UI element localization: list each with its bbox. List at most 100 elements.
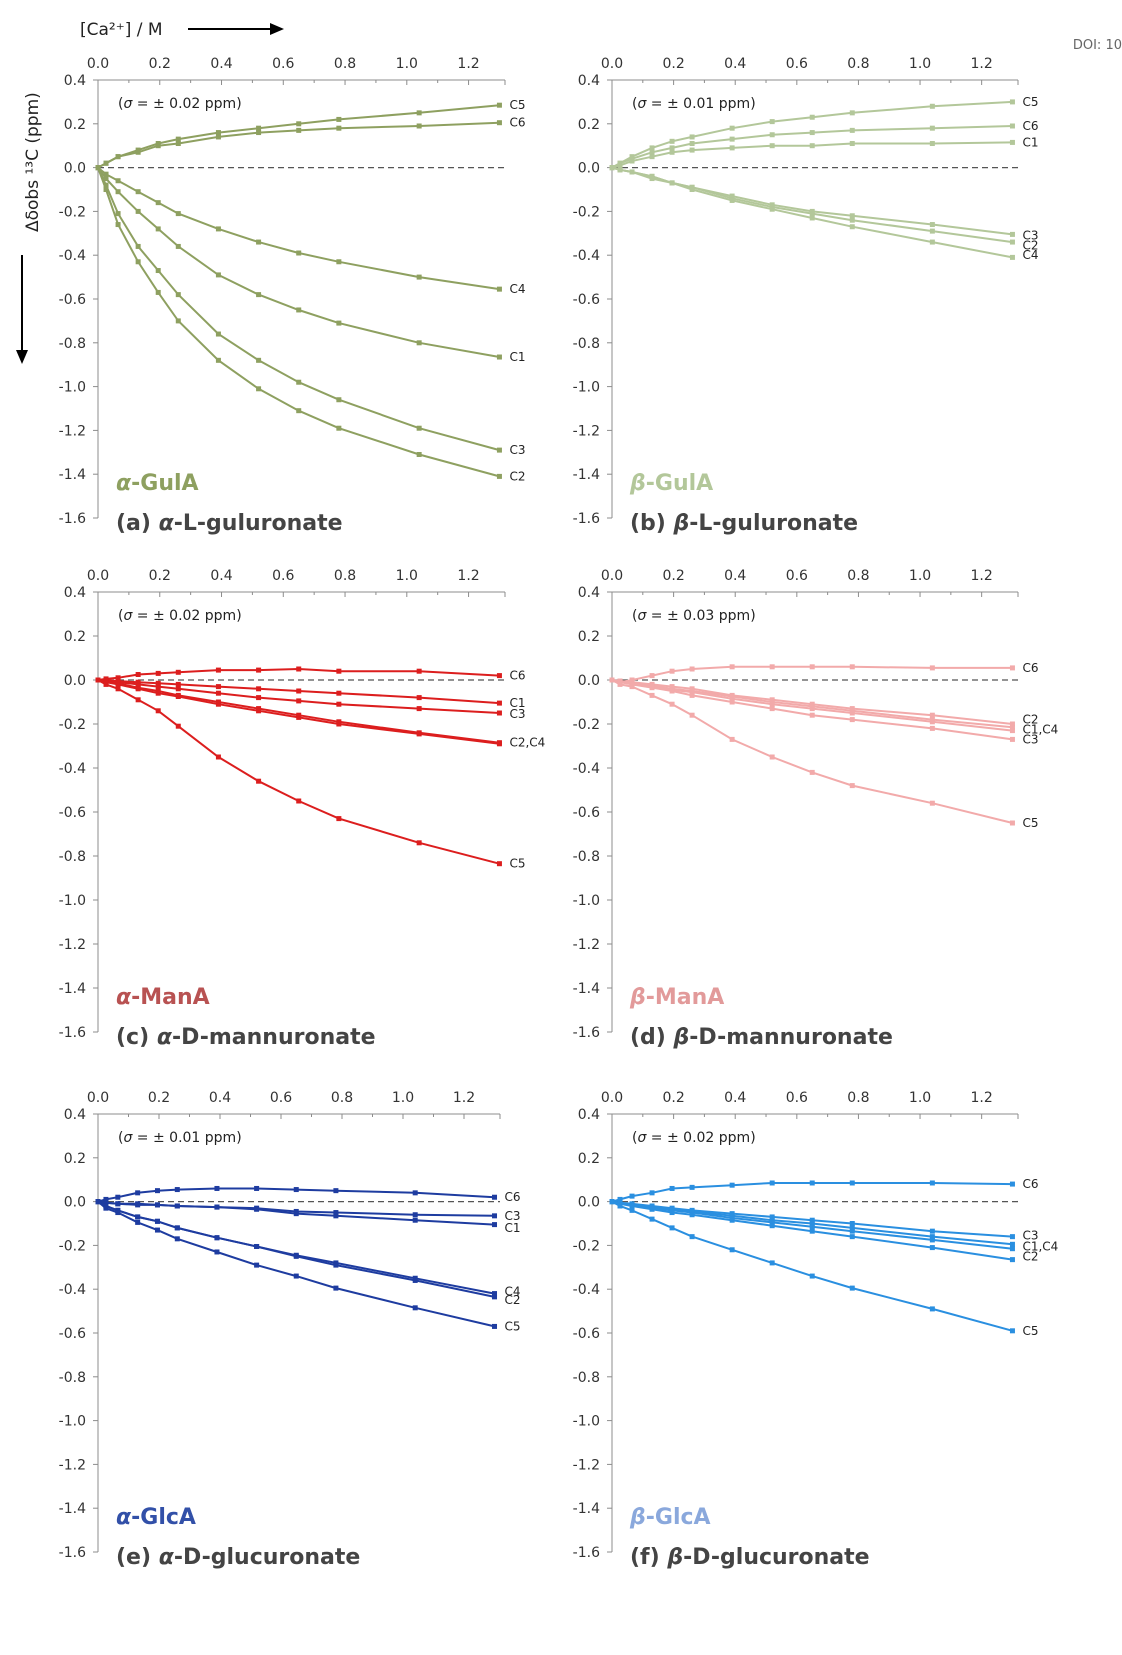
y-tick-label: -0.8 <box>573 849 600 865</box>
x-tick-label: 0.0 <box>87 568 109 584</box>
data-point <box>1009 665 1015 671</box>
data-point <box>115 686 121 692</box>
data-point <box>135 1214 141 1220</box>
data-point <box>492 1323 498 1329</box>
data-point <box>649 692 655 698</box>
data-point <box>215 130 221 136</box>
data-point <box>215 754 221 760</box>
data-point <box>929 1306 935 1312</box>
x-tick-label: 0.0 <box>601 568 623 584</box>
y-tick-label: -1.2 <box>59 937 86 953</box>
y-tick-label: -0.4 <box>59 761 86 777</box>
data-point <box>103 171 109 177</box>
sigma-annotation: (σ = ± 0.02 ppm) <box>118 96 242 112</box>
y-tick-label: -1.6 <box>59 511 86 527</box>
y-axis-label-group: Δδobs ¹³C (ppm) <box>16 92 43 364</box>
data-point <box>609 677 615 683</box>
data-point <box>1009 99 1015 105</box>
data-point <box>769 706 775 712</box>
sigma-annotation: (σ = ± 0.02 ppm) <box>632 1130 756 1146</box>
data-point <box>929 1245 935 1251</box>
y-tick-label: -1.0 <box>59 1414 86 1430</box>
panel-f: 0.0 0.2 0.4 0.6 0.8 1.0 1.2 0.4 0.2 0.0 -0.2 -0.4 -0… <box>573 1090 1059 1570</box>
data-point <box>649 1206 655 1212</box>
series-c5 <box>95 1199 498 1329</box>
data-point <box>629 169 635 175</box>
y-tick-label: 0.0 <box>578 673 600 689</box>
data-point <box>154 1188 160 1194</box>
data-point <box>296 121 302 127</box>
data-point <box>629 684 635 690</box>
y-tick-label: -0.4 <box>573 1282 600 1298</box>
data-point <box>135 149 141 155</box>
data-point <box>929 665 935 671</box>
series-end-label: C2 <box>509 469 525 483</box>
data-point <box>629 1207 635 1213</box>
series-end-label: C5 <box>509 98 525 112</box>
y-tick-label: -0.2 <box>573 717 600 733</box>
data-point <box>214 1204 220 1210</box>
data-point <box>929 712 935 718</box>
series-end-label: C3 <box>1022 1229 1038 1243</box>
data-point <box>729 136 735 142</box>
series-end-label: C1 <box>509 696 525 710</box>
series-end-label: C6 <box>1022 661 1038 675</box>
data-point <box>214 1235 220 1241</box>
data-point <box>496 286 502 292</box>
data-point <box>496 102 502 108</box>
series-end-label: C6 <box>1022 1177 1038 1191</box>
sigma-annotation: (σ = ± 0.01 ppm) <box>632 96 756 112</box>
series-end-label: C3 <box>1022 732 1038 746</box>
data-point <box>1009 1241 1015 1247</box>
data-point <box>336 425 342 431</box>
x-tick-label: 0.6 <box>270 1090 292 1106</box>
y-tick-label: -0.8 <box>573 1370 600 1386</box>
data-point <box>135 259 141 265</box>
data-point <box>256 357 262 363</box>
series-line <box>97 167 500 358</box>
y-tick-label: 0.4 <box>64 585 86 601</box>
data-point <box>416 695 422 701</box>
data-point <box>1009 721 1015 727</box>
data-point <box>336 320 342 326</box>
data-point <box>929 1180 935 1186</box>
data-point <box>174 1236 180 1242</box>
series-line <box>97 679 500 865</box>
data-point <box>215 331 221 337</box>
series-c3 <box>609 165 1015 237</box>
y-tick-label: -1.4 <box>59 467 86 483</box>
x-tick-label: 0.8 <box>331 1090 353 1106</box>
data-point <box>175 292 181 298</box>
series-end-label: C6 <box>509 116 525 130</box>
data-point <box>729 1247 735 1253</box>
data-point <box>689 134 695 140</box>
data-point <box>1009 1234 1015 1240</box>
series-c4 <box>609 165 1015 260</box>
series-end-label: C2 <box>505 1293 521 1307</box>
data-point <box>155 680 161 686</box>
y-tick-label: 0.0 <box>578 161 600 177</box>
x-tick-label: 1.0 <box>396 56 418 72</box>
data-point <box>115 211 121 217</box>
data-point <box>769 1219 775 1225</box>
data-point <box>849 213 855 219</box>
y-tick-label: -1.6 <box>59 1545 86 1561</box>
data-point <box>809 211 815 217</box>
sigma-annotation: (σ = ± 0.02 ppm) <box>118 608 242 624</box>
data-point <box>929 719 935 725</box>
x-tick-label: 0.2 <box>149 568 171 584</box>
series-end-label: C4 <box>509 282 525 296</box>
data-point <box>174 1203 180 1209</box>
data-point <box>929 725 935 731</box>
data-point <box>103 160 109 166</box>
y-tick-label: 0.4 <box>578 585 600 601</box>
x-tick-label: 0.6 <box>786 568 808 584</box>
data-point <box>609 165 615 171</box>
data-point <box>809 143 815 149</box>
data-point <box>617 167 623 173</box>
series-c5 <box>609 677 1015 826</box>
data-point <box>729 125 735 131</box>
data-point <box>769 754 775 760</box>
y-tick-label: -0.4 <box>59 248 86 264</box>
